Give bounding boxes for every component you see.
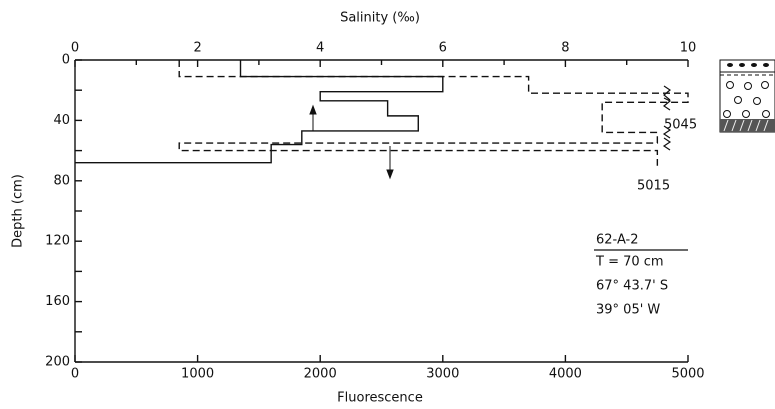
x2-tick-label: 0 (71, 41, 79, 56)
annotation: 5015 (637, 179, 670, 194)
profile-line (75, 60, 444, 164)
station-line: 39° 05' W (596, 303, 660, 318)
station-line: 67° 43.7' S (596, 279, 668, 294)
x2-tick-label: 4 (316, 41, 324, 56)
y-tick-label: 0 (62, 53, 70, 68)
y-tick-label: 80 (53, 173, 70, 188)
break-marks (662, 85, 672, 151)
x2-axis-label: Salinity (‰) (340, 11, 420, 26)
x2-tick-label: 2 (193, 41, 201, 56)
profile-line (178, 60, 689, 166)
x-tick-label: 5000 (671, 367, 704, 382)
x2-tick-label: 8 (561, 41, 569, 56)
x2-tick-label: 6 (439, 41, 447, 56)
y-tick-label: 200 (45, 355, 70, 370)
x2-tick-label: 10 (680, 41, 697, 56)
sediment-column (719, 59, 775, 133)
annotation: 5045 (664, 118, 697, 133)
x-tick-label: 4000 (549, 367, 582, 382)
y-tick-label: 160 (45, 294, 70, 309)
x-tick-label: 1000 (181, 367, 214, 382)
y-tick-label: 40 (53, 113, 70, 128)
x-axis-label: Fluorescence (337, 391, 423, 406)
x-tick-label: 3000 (426, 367, 459, 382)
arrows (309, 104, 394, 180)
x-tick-label: 0 (71, 367, 79, 382)
x-tick-label: 2000 (304, 367, 337, 382)
y-tick-label: 120 (45, 234, 70, 249)
station-line: T = 70 cm (595, 255, 664, 270)
y-axis-label: Depth (cm) (11, 174, 26, 248)
station-id: 62-A-2 (596, 233, 639, 248)
